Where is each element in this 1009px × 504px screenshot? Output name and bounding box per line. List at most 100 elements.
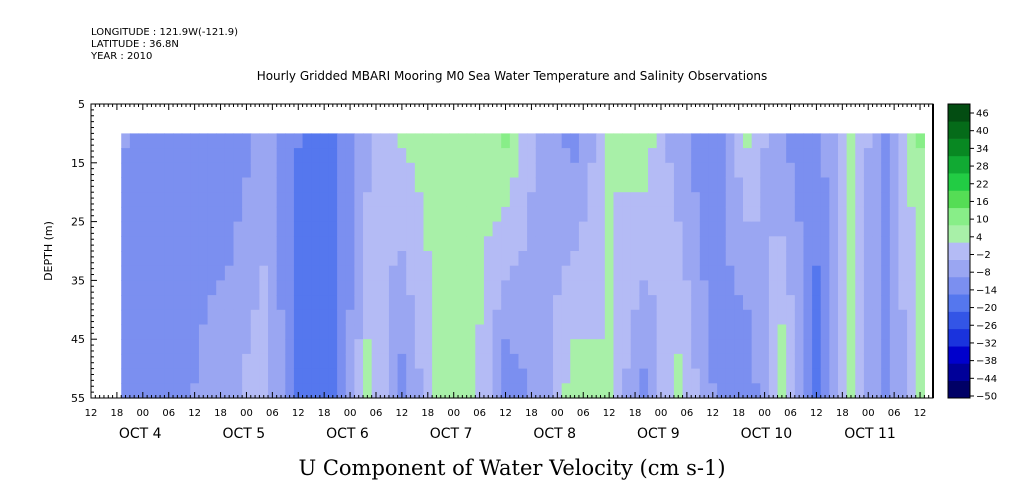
- heatmap-cell: [648, 280, 658, 296]
- heatmap-cell: [155, 339, 166, 355]
- heatmap-cell: [820, 309, 830, 326]
- heatmap-cell: [561, 265, 571, 281]
- heatmap-cell: [630, 236, 640, 252]
- heatmap-cell: [414, 324, 425, 340]
- heatmap-cell: [449, 339, 459, 355]
- heatmap-cell: [328, 192, 338, 208]
- heatmap-cell: [673, 162, 684, 179]
- heatmap-cell: [682, 368, 692, 384]
- heatmap-cell: [872, 148, 882, 164]
- heatmap-cell: [129, 339, 140, 355]
- heatmap-cell: [233, 133, 243, 149]
- heatmap-cell: [155, 206, 166, 223]
- x-hour-label: 06: [577, 408, 590, 419]
- heatmap-cell: [483, 133, 494, 149]
- heatmap-cell: [475, 162, 485, 179]
- x-hour-label: 18: [629, 408, 642, 419]
- heatmap-cell: [553, 162, 563, 179]
- heatmap-cell: [596, 280, 606, 296]
- heatmap-cell: [578, 324, 589, 340]
- heatmap-cell: [319, 265, 330, 281]
- heatmap-cell: [648, 324, 658, 340]
- heatmap-cell: [535, 383, 545, 399]
- heatmap-cell: [242, 148, 252, 164]
- heatmap-cell: [302, 280, 312, 296]
- heatmap-cell: [518, 265, 528, 281]
- heatmap-cell: [889, 236, 900, 252]
- heatmap-cell: [406, 162, 416, 179]
- heatmap-cell: [250, 251, 260, 267]
- heatmap-cell: [665, 236, 675, 252]
- heatmap-cell: [363, 133, 373, 149]
- x-hour-label: 12: [499, 408, 512, 419]
- heatmap-cell: [449, 295, 459, 311]
- heatmap-cell: [138, 309, 148, 326]
- heatmap-cell: [622, 383, 632, 399]
- heatmap-cell: [855, 221, 865, 237]
- heatmap-cell: [164, 368, 174, 384]
- heatmap-cell: [596, 353, 606, 370]
- heatmap-cell: [363, 177, 373, 193]
- heatmap-cell: [708, 133, 718, 149]
- heatmap-cell: [164, 148, 174, 164]
- heatmap-cell: [449, 133, 459, 149]
- heatmap-cell: [190, 148, 200, 164]
- heatmap-cell: [630, 383, 640, 399]
- heatmap-cell: [855, 177, 865, 193]
- heatmap-cell: [371, 383, 381, 399]
- heatmap-cell: [363, 162, 373, 179]
- heatmap-cell: [492, 192, 502, 208]
- heatmap-cell: [501, 177, 511, 193]
- heatmap-cell: [207, 221, 217, 237]
- heatmap-cell: [250, 236, 260, 252]
- heatmap-cell: [259, 280, 269, 296]
- heatmap-cell: [440, 177, 450, 193]
- heatmap-cell: [224, 265, 235, 281]
- heatmap-cell: [458, 133, 468, 149]
- heatmap-cell: [198, 148, 209, 164]
- heatmap-cell: [397, 309, 407, 326]
- heatmap-cell: [268, 309, 278, 326]
- heatmap-cell: [276, 177, 286, 193]
- colorbar-label: 22: [976, 179, 989, 190]
- heatmap-cell: [812, 353, 822, 370]
- heatmap-cell: [570, 280, 580, 296]
- heatmap-cell: [173, 148, 183, 164]
- heatmap-cell: [725, 295, 735, 311]
- x-hour-label: 18: [525, 408, 538, 419]
- heatmap-cell: [483, 383, 494, 399]
- colorbar-label: 40: [976, 126, 989, 137]
- heatmap-cell: [224, 221, 235, 237]
- heatmap-cell: [743, 324, 753, 340]
- heatmap-cell: [328, 221, 338, 237]
- heatmap-cell: [432, 148, 442, 164]
- heatmap-cell: [915, 339, 925, 355]
- heatmap-cell: [838, 236, 848, 252]
- heatmap-cell: [475, 383, 485, 399]
- heatmap-cell: [302, 295, 312, 311]
- heatmap-cell: [777, 206, 787, 223]
- heatmap-cell: [622, 265, 632, 281]
- heatmap-cell: [820, 324, 830, 340]
- heatmap-cell: [544, 162, 554, 179]
- heatmap-cell: [406, 177, 416, 193]
- heatmap-cell: [302, 162, 312, 179]
- heatmap-cell: [587, 133, 597, 149]
- heatmap-cell: [673, 353, 684, 370]
- heatmap-cell: [699, 236, 710, 252]
- heatmap-cell: [751, 162, 761, 179]
- heatmap-cell: [345, 206, 355, 223]
- heatmap-cell: [863, 353, 874, 370]
- heatmap-cell: [578, 251, 589, 267]
- heatmap-cell: [708, 353, 718, 370]
- heatmap-cell: [881, 309, 891, 326]
- heatmap-cell: [846, 192, 856, 208]
- heatmap-cell: [838, 251, 848, 267]
- heatmap-cell: [768, 309, 779, 326]
- heatmap-cell: [302, 309, 312, 326]
- heatmap-cell: [846, 309, 856, 326]
- heatmap-cell: [622, 133, 632, 149]
- heatmap-cell: [648, 368, 658, 384]
- heatmap-cell: [648, 148, 658, 164]
- heatmap-cell: [820, 162, 830, 179]
